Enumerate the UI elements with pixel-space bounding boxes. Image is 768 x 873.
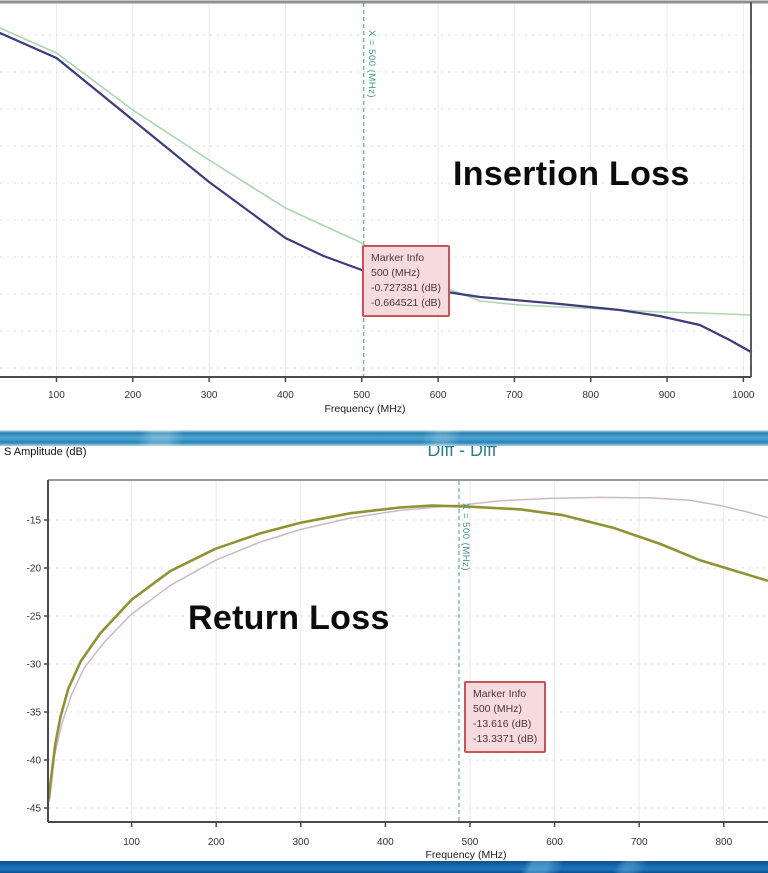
x-tick-label: 1000	[732, 390, 755, 401]
y-tick-label: -35	[27, 708, 42, 719]
marker-value-2: -13.3371 (dB)	[473, 733, 538, 745]
y-tick-label: -30	[27, 660, 42, 671]
x-tick-label: 200	[124, 390, 141, 401]
y-tick-label: -15	[27, 516, 42, 527]
marker-value-1: -0.727381 (dB)	[371, 282, 442, 294]
x-tick-label: 200	[208, 837, 225, 848]
marker-freq-value: 500 (MHz)	[473, 703, 523, 715]
y-tick-label: -45	[27, 804, 42, 815]
marker-x-line-label-top: X = 500 (MHz)	[366, 30, 377, 99]
marker-value-1: -13.616 (dB)	[473, 718, 532, 730]
trace-pink-curve[interactable]	[48, 496, 768, 803]
x-tick-label: 300	[201, 390, 218, 401]
x-tick-label: 800	[715, 837, 732, 848]
window-bottom-band	[0, 861, 768, 873]
marker-value-2: -0.664521 (dB)	[371, 297, 442, 309]
marker-info-title: Marker Info	[371, 252, 425, 264]
trace-olive-curve[interactable]	[47, 504, 768, 800]
x-tick-label: 600	[546, 837, 563, 848]
x-tick-label: 400	[377, 837, 394, 848]
x-tick-label: 700	[631, 837, 648, 848]
marker-freq-value: 500 (MHz)	[371, 267, 421, 279]
x-axis-title-bottom: Frequency (MHz)	[425, 849, 507, 861]
x-tick-label: 100	[48, 390, 65, 401]
x-tick-label: 400	[277, 390, 294, 401]
marker-x-line-label-bottom: X = 500 (MHz)	[460, 503, 471, 572]
x-tick-label: 800	[582, 390, 599, 401]
insertion-loss-title: Insertion Loss	[453, 155, 690, 193]
x-axis-title-top: Frequency (MHz)	[324, 403, 406, 415]
y-tick-label: -25	[27, 612, 42, 623]
marker-info-box-top[interactable]: Marker Info 500 (MHz) -0.727381 (dB) -0.…	[362, 245, 451, 317]
window-divider-band	[0, 430, 768, 446]
y-tick-label: -40	[27, 756, 42, 767]
y-axis-title-bottom-chart: S Amplitude (dB)	[4, 446, 87, 458]
x-tick-label: 900	[659, 390, 676, 401]
marker-info-box-bottom[interactable]: Marker Info 500 (MHz) -13.616 (dB) -13.3…	[464, 681, 547, 753]
x-tick-label: 100	[123, 837, 140, 848]
x-tick-label: 600	[430, 390, 447, 401]
x-tick-label: 500	[353, 390, 370, 401]
return-loss-title: Return Loss	[188, 599, 390, 637]
x-tick-label: 700	[506, 390, 523, 401]
y-tick-label: -20	[27, 564, 42, 575]
marker-info-title: Marker Info	[473, 688, 527, 700]
x-tick-label: 300	[292, 837, 309, 848]
x-tick-label: 500	[462, 837, 479, 848]
